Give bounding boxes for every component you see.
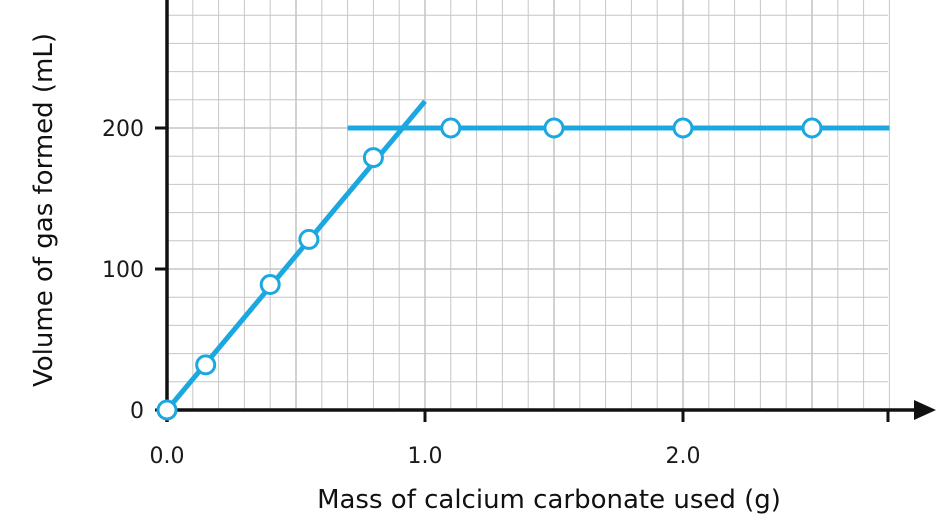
data-point [156, 399, 178, 421]
y-tick-label: 100 [102, 258, 144, 283]
y-axis-title: Volume of gas formed (mL) [29, 33, 59, 387]
data-point [298, 228, 320, 250]
y-tick-label: 0 [130, 399, 144, 424]
data-point [801, 117, 823, 139]
y-tick-label: 200 [102, 117, 144, 142]
tick-labels: 0.0 1.0 2.0 0 100 200 [102, 117, 701, 469]
axes [155, 0, 936, 422]
x-tick-label: 1.0 [408, 444, 443, 469]
data-point [543, 117, 565, 139]
x-axis-arrowhead [914, 400, 936, 420]
data-markers [156, 117, 823, 421]
data-point [362, 147, 384, 169]
grid [166, 0, 890, 411]
data-point [195, 354, 217, 376]
x-axis-title: Mass of calcium carbonate used (g) [317, 485, 781, 515]
x-tick-label: 0.0 [150, 444, 185, 469]
data-point [672, 117, 694, 139]
data-point [259, 274, 281, 296]
x-tick-label: 2.0 [666, 444, 701, 469]
data-point [440, 117, 462, 139]
